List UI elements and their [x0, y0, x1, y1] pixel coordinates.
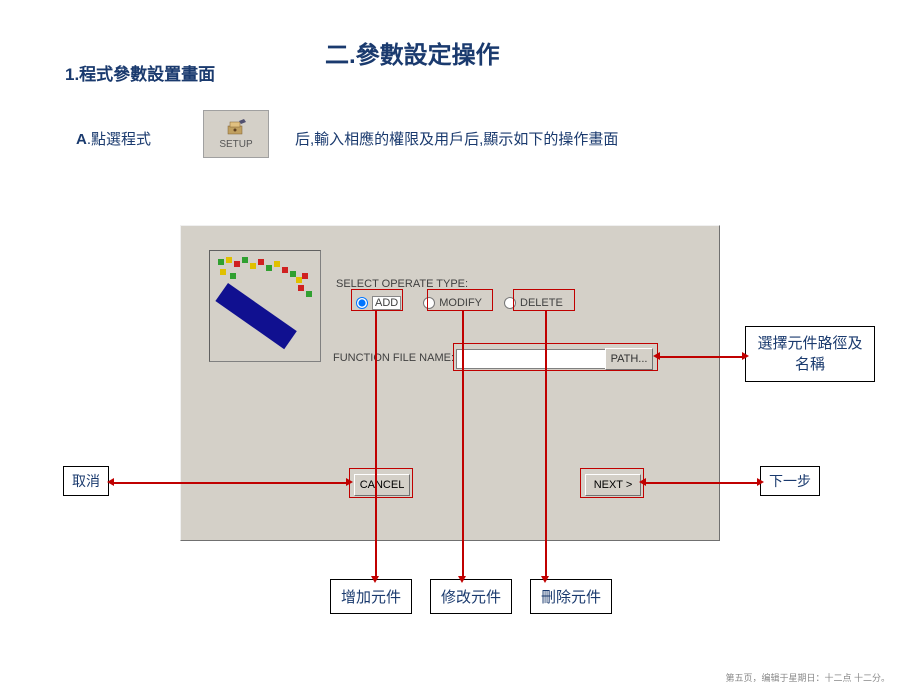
radio-modify[interactable]: MODIFY	[423, 297, 482, 309]
radio-delete-label: DELETE	[520, 297, 563, 309]
function-file-label: FUNCTION FILE NAME:	[333, 352, 454, 364]
anno-cancel: 取消	[63, 466, 109, 496]
anno-add: 增加元件	[330, 579, 412, 614]
radio-group: ADD MODIFY DELETE	[356, 296, 563, 310]
footer: 第五页，编辑于星期日：十二点 十二分。	[725, 671, 890, 684]
anno-modify: 修改元件	[430, 579, 512, 614]
cancel-button[interactable]: CANCEL	[354, 474, 410, 496]
dialog-image	[209, 250, 321, 362]
radio-add-input[interactable]	[356, 297, 368, 309]
radio-modify-input[interactable]	[423, 297, 435, 309]
sub-title: 1.程式參數設置畫面	[65, 60, 215, 85]
radio-add-label: ADD	[372, 296, 401, 310]
main-title: 二.參數設定操作	[325, 35, 500, 70]
setup-button[interactable]: SETUP	[203, 110, 269, 158]
radio-delete[interactable]: DELETE	[504, 297, 563, 309]
radio-delete-input[interactable]	[504, 297, 516, 309]
anno-delete: 刪除元件	[530, 579, 612, 614]
radio-add[interactable]: ADD	[356, 296, 401, 310]
step-a-prefix: A	[76, 131, 87, 148]
step-a-desc: 后,輸入相應的權限及用戶后,顯示如下的操作畫面	[295, 128, 618, 149]
step-a: A.點選程式	[76, 128, 151, 149]
radio-modify-label: MODIFY	[439, 297, 482, 309]
dialog-window: SELECT OPERATE TYPE: ADD MODIFY DELETE F…	[180, 225, 720, 541]
path-button[interactable]: PATH...	[605, 348, 653, 370]
setup-button-label: SETUP	[219, 139, 252, 150]
anno-path: 選擇元件路徑及名稱	[745, 326, 875, 382]
step-a-label-text: .點選程式	[87, 131, 151, 148]
anno-next: 下一步	[760, 466, 820, 496]
next-button[interactable]: NEXT >	[585, 474, 641, 496]
function-file-input[interactable]	[456, 349, 606, 369]
setup-icon	[224, 118, 248, 138]
select-operate-label: SELECT OPERATE TYPE:	[336, 278, 468, 290]
